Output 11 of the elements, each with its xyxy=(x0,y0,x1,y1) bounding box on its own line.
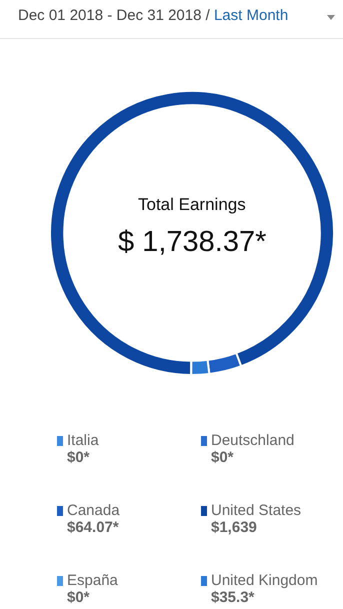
data-label: $64.07* xyxy=(67,519,120,536)
text: $ 1,738.37* xyxy=(118,226,266,258)
text: Total Earnings xyxy=(138,195,246,214)
text: $0* xyxy=(211,449,234,466)
chart-title: Dec 01 2018 - Dec 31 2018 / xyxy=(18,7,210,24)
text: $0* xyxy=(67,449,90,466)
donut-slice xyxy=(50,91,334,375)
text: $0* xyxy=(67,589,90,606)
data-label: $1,639 xyxy=(211,519,258,536)
chart-subtitle: Last Month xyxy=(214,7,288,24)
data-label: $35.3* xyxy=(211,589,256,606)
